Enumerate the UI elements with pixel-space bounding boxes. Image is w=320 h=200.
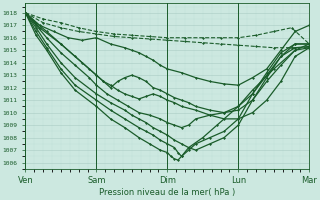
X-axis label: Pression niveau de la mer( hPa ): Pression niveau de la mer( hPa ) [99, 188, 236, 197]
